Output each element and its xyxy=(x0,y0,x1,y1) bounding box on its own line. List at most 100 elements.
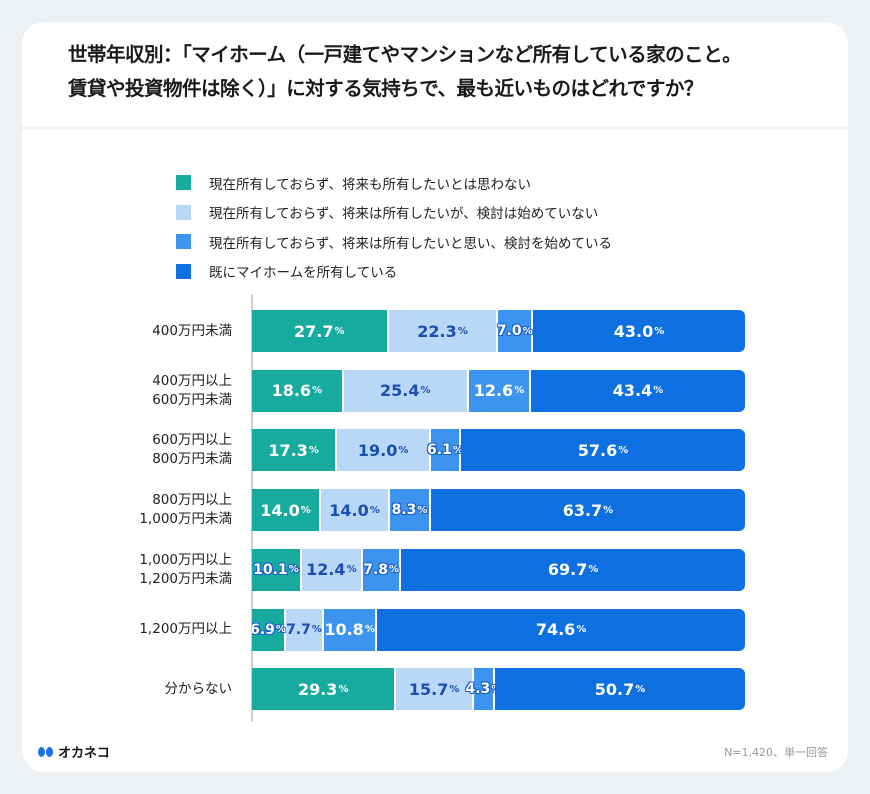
data-label: 7.7 xyxy=(286,621,311,638)
bar-segment: 22.3% xyxy=(388,310,499,352)
percent-sign: % xyxy=(653,385,664,397)
percent-sign: % xyxy=(288,564,299,576)
category-label: 1,000万円以上 1,200万円未満 xyxy=(22,549,232,591)
percent-sign: % xyxy=(576,624,587,635)
title-line-1: 世帯年収別：「マイホーム（一戸建てやマンションなど所有している家のこと。 xyxy=(68,43,742,66)
category-label-line: 1,200万円以上 xyxy=(139,621,232,637)
bar-segment: 17.3% xyxy=(252,429,338,472)
stacked-bar: 14.0% 14.0% 8.3% 63.7% xyxy=(252,489,745,532)
percent-sign: % xyxy=(369,504,380,516)
bar-segment: 27.7% xyxy=(252,310,389,352)
bar-segment: 63.7% xyxy=(430,489,745,532)
data-label: 17.3 xyxy=(268,440,308,460)
stacked-bar: 27.7% 22.3% 7.0% 43.0% xyxy=(252,310,745,352)
data-label: 29.3 xyxy=(297,679,338,699)
category-label: 1,200万円以上 xyxy=(22,609,232,651)
percent-sign: % xyxy=(417,504,428,516)
bar-segment: 15.7% xyxy=(396,668,474,711)
logo-icon xyxy=(38,746,54,757)
bar-segment: 12.6% xyxy=(468,369,532,412)
category-label-line: 分からない xyxy=(164,680,233,697)
stacked-bar: 6.9% 7.7% 10.8% 74.6% xyxy=(252,608,745,651)
bar-segment: 7.7% xyxy=(286,608,324,651)
bar-segment: 14.0% xyxy=(252,489,322,532)
legend-label: 現在所有しておらず、将来は所有したいが、検討は始めていない xyxy=(209,206,599,223)
bar-segment: 4.3% xyxy=(466,668,501,711)
bar-segment: 6.1% xyxy=(427,429,463,472)
data-label: 43.4 xyxy=(612,381,653,401)
percent-sign: % xyxy=(449,683,460,695)
data-label: 7.0 xyxy=(496,323,522,339)
legend-swatch xyxy=(176,204,191,220)
category-label: 分からない xyxy=(22,668,233,710)
legend-label: 現在所有しておらず、将来も所有したいとは思わない xyxy=(209,176,531,193)
legend-label: 既にマイホームを所有している xyxy=(209,265,398,282)
percent-sign: % xyxy=(522,325,533,337)
data-label: 15.7 xyxy=(408,679,449,699)
legend-swatch xyxy=(176,263,191,279)
bar-segment: 8.3% xyxy=(390,489,431,532)
percent-sign: % xyxy=(312,385,323,397)
percent-sign: % xyxy=(308,444,319,456)
data-label: 12.4 xyxy=(306,560,346,580)
category-label-line: 400万円以上 xyxy=(152,372,232,389)
data-label: 57.6 xyxy=(577,440,618,460)
stacked-bar: 18.6% 25.4% 12.6% 43.4% xyxy=(252,369,745,412)
data-label: 63.7 xyxy=(562,500,603,520)
percent-sign: % xyxy=(398,444,409,456)
stacked-bar: 10.1% 12.4% 7.8% 69.7% xyxy=(252,548,745,591)
percent-sign: % xyxy=(654,325,665,337)
bar-segment: 25.4% xyxy=(343,369,469,412)
data-label: 6.1 xyxy=(427,442,452,459)
chart-title: 世帯年収別：「マイホーム（一戸建てやマンションなど所有している家のこと。 賃貸や… xyxy=(68,38,742,106)
data-label: 74.6 xyxy=(535,620,576,639)
bar-segment: 7.8% xyxy=(362,548,402,591)
legend-label: 現在所有しておらず、将来は所有したいと思い、検討を始めている xyxy=(209,235,612,252)
bar-segment: 18.6% xyxy=(252,369,344,412)
chart-card: 世帯年収別：「マイホーム（一戸建てやマンションなど所有している家のこと。 賃貸や… xyxy=(22,22,848,772)
bar-segment: 10.1% xyxy=(252,548,302,591)
data-label: 14.0 xyxy=(260,500,300,520)
data-label: 4.3 xyxy=(465,681,491,698)
data-label: 8.3 xyxy=(391,502,417,519)
bar-segment: 6.9% xyxy=(252,608,287,651)
category-label-line: 400万円未満 xyxy=(152,322,232,339)
data-label: 27.7 xyxy=(294,321,334,341)
bar-segment: 43.4% xyxy=(531,369,745,412)
category-label-line: 600万円以上 xyxy=(152,432,232,449)
bar-segment: 14.0% xyxy=(321,489,391,532)
percent-sign: % xyxy=(588,564,599,576)
data-label: 10.8 xyxy=(324,620,364,639)
percent-sign: % xyxy=(389,564,400,576)
data-label: 12.6 xyxy=(473,381,514,401)
percent-sign: % xyxy=(618,444,629,456)
legend-item: 現在所有しておらず、将来は所有したいが、検討は始めていない xyxy=(176,198,612,228)
logo-text: オカネコ xyxy=(58,746,110,761)
category-label-line: 800万円以上 xyxy=(152,492,232,509)
percent-sign: % xyxy=(603,504,614,516)
bar-segment: 69.7% xyxy=(401,548,745,591)
category-label: 600万円以上 800万円未満 xyxy=(22,429,232,471)
data-label: 43.0 xyxy=(613,321,654,341)
category-label: 400万円未満 xyxy=(22,310,232,352)
bar-segment: 29.3% xyxy=(252,668,397,711)
legend-item: 現在所有しておらず、将来は所有したいと思い、検討を始めている xyxy=(176,227,612,257)
category-label-line: 800万円未満 xyxy=(152,451,232,468)
category-label: 400万円以上 600万円未満 xyxy=(22,370,232,412)
legend: 現在所有しておらず、将来も所有したいとは思わない現在所有しておらず、将来は所有し… xyxy=(176,168,612,286)
bar-segment: 43.0% xyxy=(532,310,745,352)
percent-sign: % xyxy=(346,564,357,576)
legend-item: 既にマイホームを所有している xyxy=(176,257,612,287)
category-label-line: 1,000万円未満 xyxy=(139,511,232,528)
category-label-line: 1,200万円未満 xyxy=(139,570,232,587)
data-label: 25.4 xyxy=(380,381,420,401)
percent-sign: % xyxy=(420,385,431,397)
data-label: 14.0 xyxy=(329,500,369,520)
legend-swatch xyxy=(176,175,191,191)
stacked-bar: 17.3% 19.0% 6.1% 57.6% xyxy=(252,429,745,472)
percent-sign: % xyxy=(300,504,311,516)
bar-segment: 19.0% xyxy=(337,429,431,472)
percent-sign: % xyxy=(364,624,375,635)
percent-sign: % xyxy=(275,624,286,635)
data-label: 69.7 xyxy=(547,560,588,580)
